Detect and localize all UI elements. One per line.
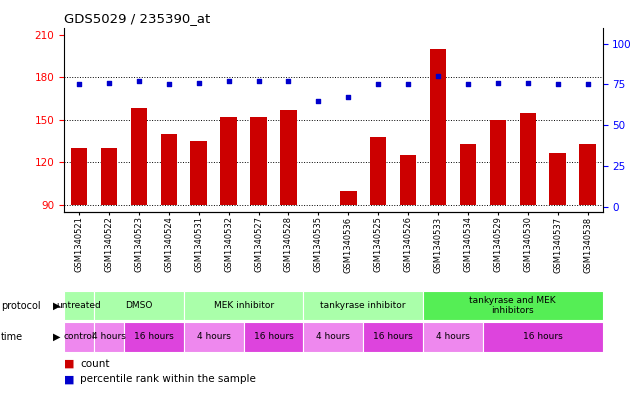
Point xyxy=(283,78,294,84)
Text: ▶: ▶ xyxy=(53,301,60,310)
Text: 16 hours: 16 hours xyxy=(373,332,413,342)
Text: DMSO: DMSO xyxy=(125,301,153,310)
Bar xyxy=(124,322,184,352)
Bar xyxy=(400,155,417,205)
Bar xyxy=(490,120,506,205)
Text: 4 hours: 4 hours xyxy=(436,332,470,342)
Text: time: time xyxy=(1,332,23,342)
Bar xyxy=(303,291,423,320)
Text: control: control xyxy=(63,332,95,342)
Point xyxy=(134,78,144,84)
Point xyxy=(553,81,563,88)
Point xyxy=(194,80,204,86)
Text: 4 hours: 4 hours xyxy=(92,332,126,342)
Bar xyxy=(160,134,177,205)
Text: MEK inhibitor: MEK inhibitor xyxy=(213,301,274,310)
Bar xyxy=(579,144,596,205)
Text: 4 hours: 4 hours xyxy=(317,332,350,342)
Bar xyxy=(64,291,94,320)
Text: 16 hours: 16 hours xyxy=(134,332,174,342)
Text: 16 hours: 16 hours xyxy=(254,332,294,342)
Bar xyxy=(250,117,267,205)
Text: 16 hours: 16 hours xyxy=(523,332,563,342)
Bar xyxy=(460,144,476,205)
Text: ▶: ▶ xyxy=(53,332,60,342)
Point xyxy=(224,78,234,84)
Bar xyxy=(520,113,536,205)
Point xyxy=(493,80,503,86)
Text: protocol: protocol xyxy=(1,301,40,310)
Bar xyxy=(303,322,363,352)
Bar xyxy=(184,291,303,320)
Bar xyxy=(549,152,566,205)
Text: tankyrase inhibitor: tankyrase inhibitor xyxy=(320,301,406,310)
Point xyxy=(522,80,533,86)
Point xyxy=(253,78,263,84)
Point xyxy=(433,73,443,79)
Text: tankyrase and MEK
inhibitors: tankyrase and MEK inhibitors xyxy=(469,296,556,315)
Bar xyxy=(429,49,446,205)
Text: ■: ■ xyxy=(64,374,74,384)
Text: count: count xyxy=(80,358,110,369)
Point xyxy=(104,80,114,86)
Bar xyxy=(423,322,483,352)
Bar xyxy=(370,137,387,205)
Point xyxy=(463,81,473,88)
Point xyxy=(343,94,353,101)
Point xyxy=(403,81,413,88)
Text: ■: ■ xyxy=(64,358,74,369)
Point xyxy=(74,81,84,88)
Point xyxy=(163,81,174,88)
Bar xyxy=(94,291,184,320)
Text: percentile rank within the sample: percentile rank within the sample xyxy=(80,374,256,384)
Bar xyxy=(244,322,303,352)
Bar xyxy=(483,322,603,352)
Bar xyxy=(64,322,94,352)
Bar xyxy=(71,148,87,205)
Bar xyxy=(423,291,603,320)
Text: untreated: untreated xyxy=(56,301,101,310)
Bar xyxy=(131,108,147,205)
Point xyxy=(313,97,324,104)
Bar xyxy=(190,141,207,205)
Bar xyxy=(221,117,237,205)
Bar xyxy=(363,322,423,352)
Text: 4 hours: 4 hours xyxy=(197,332,231,342)
Point xyxy=(583,81,593,88)
Bar xyxy=(184,322,244,352)
Bar xyxy=(101,148,117,205)
Text: GDS5029 / 235390_at: GDS5029 / 235390_at xyxy=(64,12,210,25)
Bar xyxy=(340,191,356,205)
Bar xyxy=(94,322,124,352)
Bar xyxy=(280,110,297,205)
Point xyxy=(373,81,383,88)
